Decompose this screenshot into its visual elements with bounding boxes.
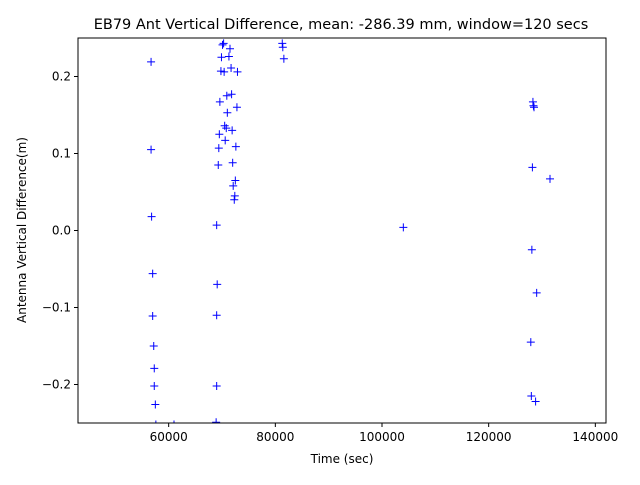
y-tick-label: 0.1 <box>52 147 71 161</box>
data-point <box>155 420 157 423</box>
data-point <box>278 39 287 48</box>
y-tick: −0.2 <box>42 378 78 392</box>
data-point <box>527 245 536 254</box>
y-tick: 0.0 <box>52 224 78 238</box>
x-tick: 100000 <box>359 423 405 444</box>
data-point <box>222 91 231 100</box>
x-tick-label: 100000 <box>359 430 405 444</box>
data-point <box>148 269 157 278</box>
x-tick-label: 80000 <box>256 430 294 444</box>
data-point <box>148 311 157 320</box>
data-point <box>399 223 408 232</box>
data-point <box>229 181 238 190</box>
x-tick: 140000 <box>572 423 618 444</box>
data-point <box>527 392 536 401</box>
data-point <box>226 44 234 53</box>
data-point <box>214 144 223 153</box>
data-point <box>217 53 226 62</box>
data-point <box>149 342 158 350</box>
y-tick-label: −0.1 <box>42 301 71 315</box>
data-point <box>530 103 538 112</box>
data-point <box>531 397 540 406</box>
x-axis-ticks: 60000 80000 100000 120000 140000 <box>150 423 618 444</box>
data-point <box>151 400 160 409</box>
data-point <box>532 288 541 297</box>
data-point <box>528 163 537 172</box>
data-point <box>223 108 232 117</box>
x-axis-label: Time (sec) <box>310 452 374 466</box>
data-point <box>233 67 242 76</box>
data-point <box>227 90 236 99</box>
data-point <box>546 174 554 183</box>
y-tick: 0.1 <box>52 147 78 161</box>
y-axis-label: Antenna Vertical Difference(m) <box>15 137 29 323</box>
data-points <box>147 39 554 423</box>
data-point <box>215 130 224 139</box>
data-point <box>218 40 227 49</box>
data-point <box>213 280 222 289</box>
x-tick: 60000 <box>150 423 188 444</box>
data-point <box>231 142 240 151</box>
chart-title: EB79 Ant Vertical Difference, mean: -286… <box>94 17 589 33</box>
data-point <box>528 97 537 106</box>
data-point <box>278 43 287 52</box>
data-point <box>150 364 159 373</box>
data-point <box>230 195 239 204</box>
data-point <box>147 57 156 66</box>
data-point <box>212 311 221 320</box>
x-tick-label: 140000 <box>572 430 618 444</box>
data-point <box>227 64 236 73</box>
data-point <box>216 67 225 76</box>
data-point <box>147 212 156 221</box>
data-point <box>212 382 221 391</box>
data-point <box>526 338 535 347</box>
data-point <box>212 418 221 423</box>
x-tick-label: 120000 <box>466 430 512 444</box>
data-point <box>147 145 156 154</box>
plot-frame <box>77 37 607 424</box>
y-axis-ticks: −0.2 −0.1 0.0 0.1 0.2 <box>42 70 78 392</box>
data-point <box>215 97 224 106</box>
data-point <box>219 39 228 48</box>
data-point <box>529 101 538 110</box>
data-point <box>222 124 231 133</box>
data-point <box>228 126 237 135</box>
x-tick-label: 60000 <box>150 430 188 444</box>
y-tick-label: 0.0 <box>52 224 71 238</box>
data-point <box>230 191 239 200</box>
y-tick: 0.2 <box>52 70 78 84</box>
data-point <box>279 54 288 63</box>
data-point <box>214 161 223 170</box>
data-point <box>150 382 159 391</box>
y-tick-label: 0.2 <box>52 70 71 84</box>
data-point <box>212 221 221 230</box>
x-tick: 80000 <box>256 423 294 444</box>
data-point <box>224 52 233 61</box>
data-point <box>173 420 175 423</box>
y-tick: −0.1 <box>42 301 78 315</box>
data-point <box>232 103 241 112</box>
data-point <box>220 67 229 76</box>
y-tick-label: −0.2 <box>42 378 71 392</box>
data-point <box>228 158 237 167</box>
data-point <box>231 176 240 185</box>
data-point <box>221 136 230 145</box>
x-tick: 120000 <box>466 423 512 444</box>
